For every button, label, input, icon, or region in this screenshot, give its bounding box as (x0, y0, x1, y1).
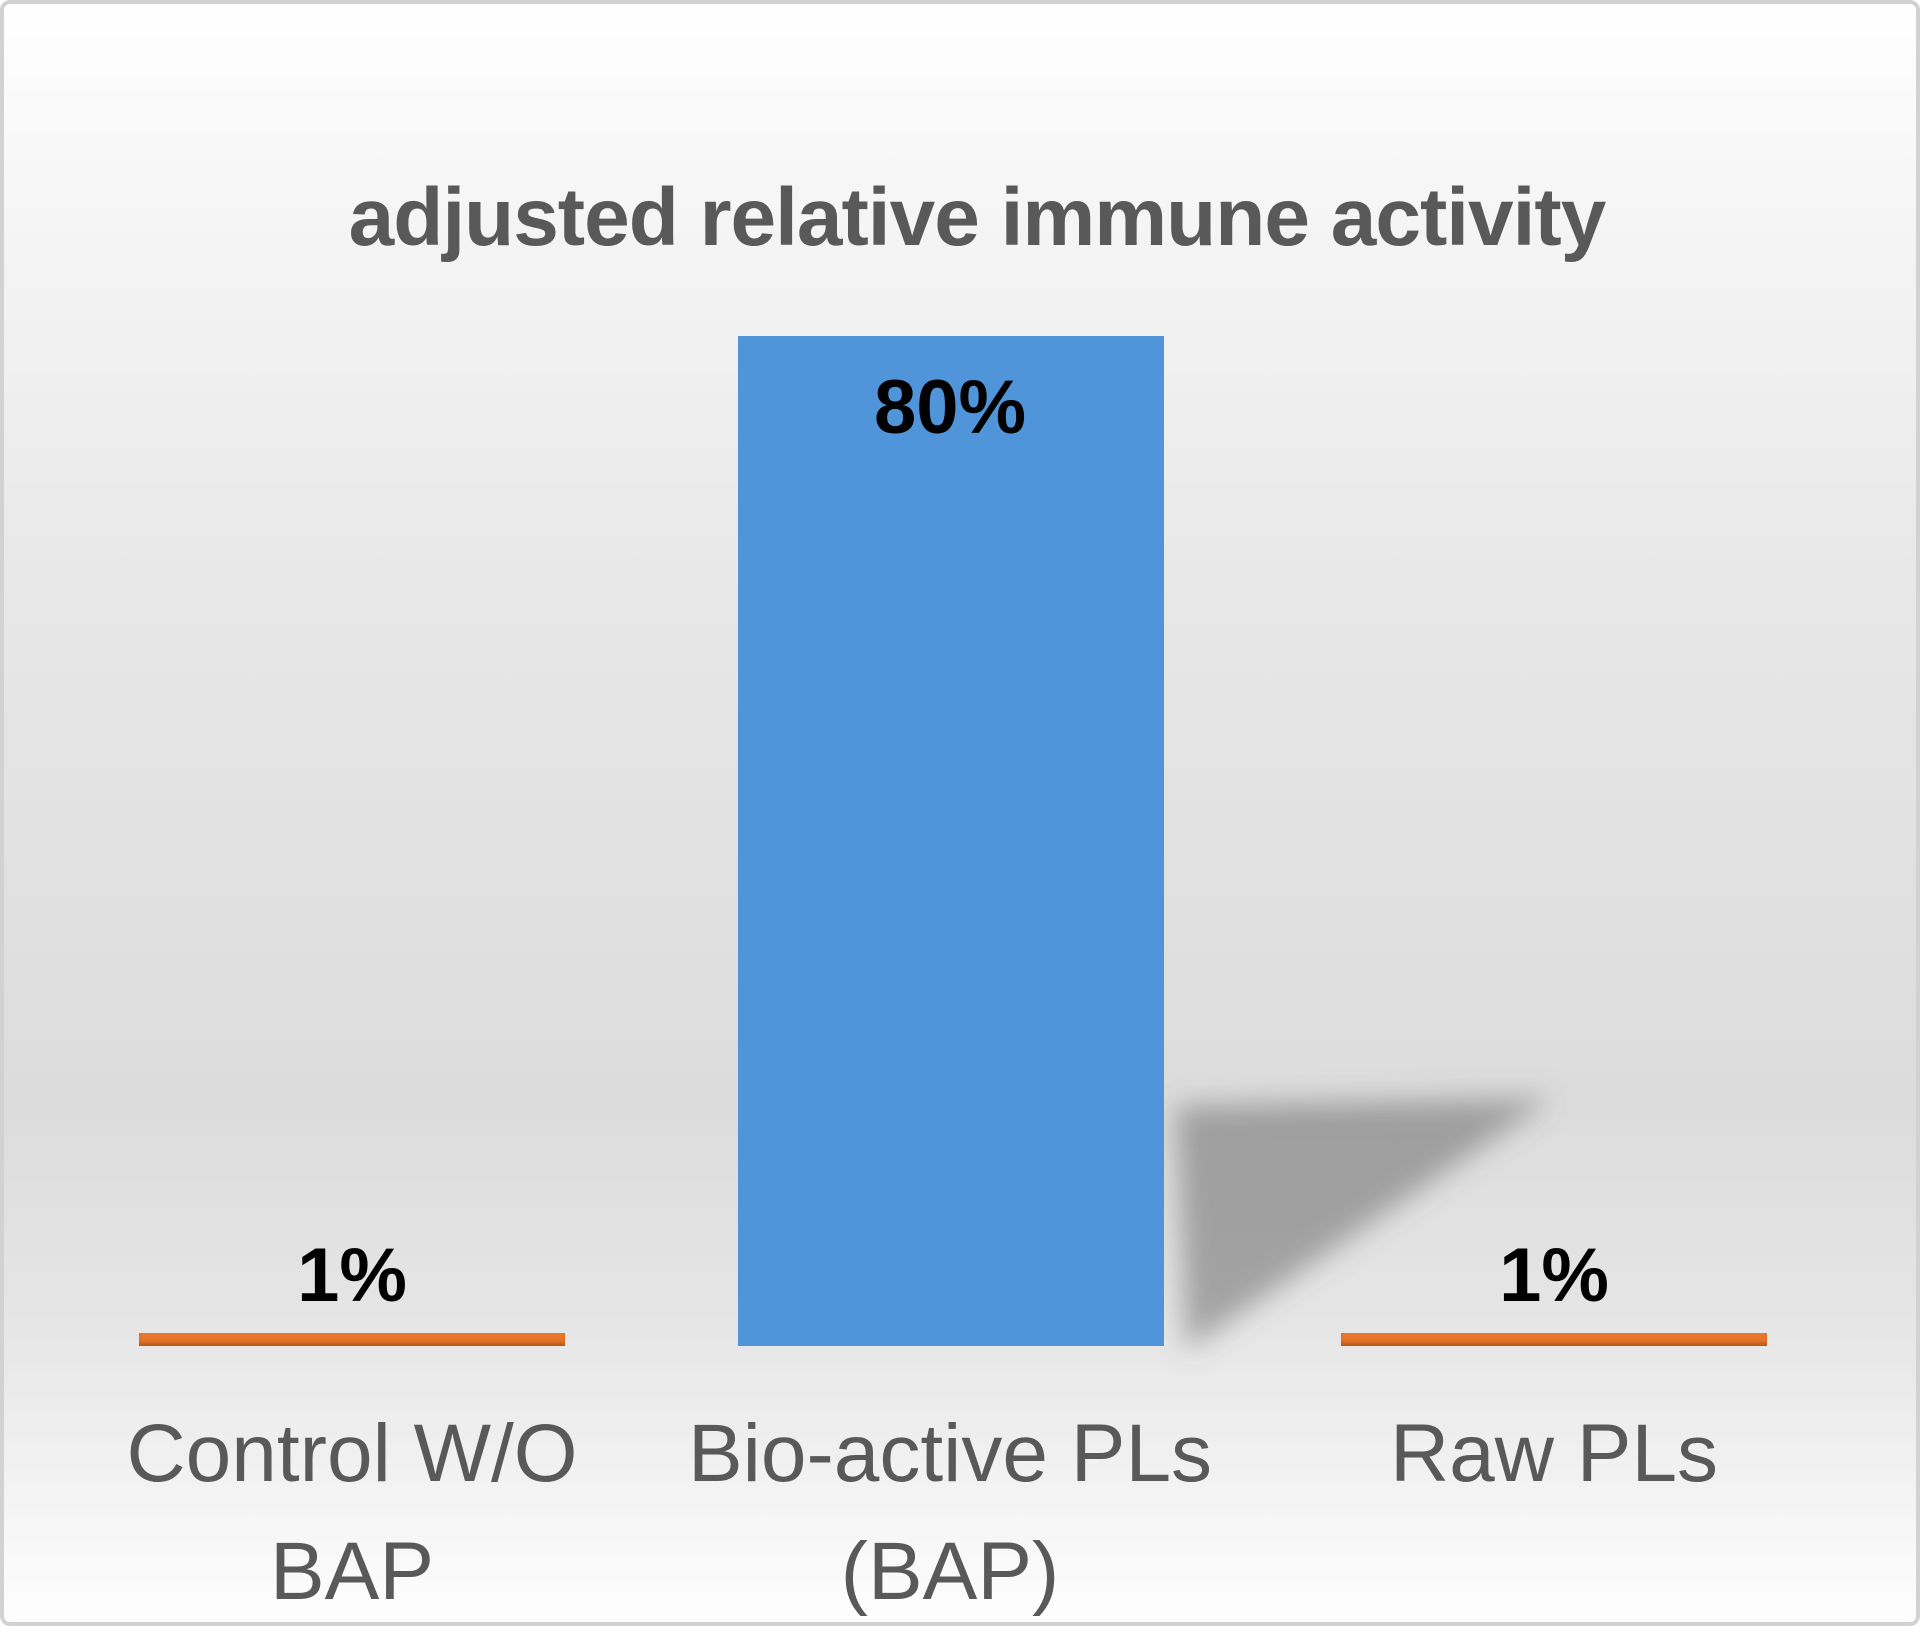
category-label-line: Raw PLs (1389, 1408, 1719, 1499)
category-label-control-wo-bap: Control W/O BAP (52, 1395, 652, 1622)
bar-bio-active-pls (738, 336, 1164, 1346)
bar-shadow (1176, 1098, 1552, 1350)
value-label-bio-active-pls: 80% (873, 365, 1027, 450)
category-label-line: (BAP) (840, 1526, 1060, 1617)
bar-raw-pls (1341, 1333, 1767, 1346)
plot-area: 1% 80% 1% Control W/O BAP Bio-active PLs… (4, 4, 1916, 1622)
value-label-raw-pls: 1% (1499, 1233, 1609, 1318)
category-label-line: BAP (269, 1526, 435, 1617)
category-label-raw-pls: Raw PLs (1254, 1395, 1854, 1513)
category-label-line: Control W/O (126, 1408, 578, 1499)
category-label-line: Bio-active PLs (687, 1408, 1213, 1499)
value-label-control-wo-bap: 1% (297, 1233, 407, 1318)
chart-title: adjusted relative immune activity (348, 172, 1607, 263)
bar-control-wo-bap (139, 1333, 565, 1346)
category-label-bio-active-pls: Bio-active PLs (BAP) (650, 1395, 1250, 1622)
